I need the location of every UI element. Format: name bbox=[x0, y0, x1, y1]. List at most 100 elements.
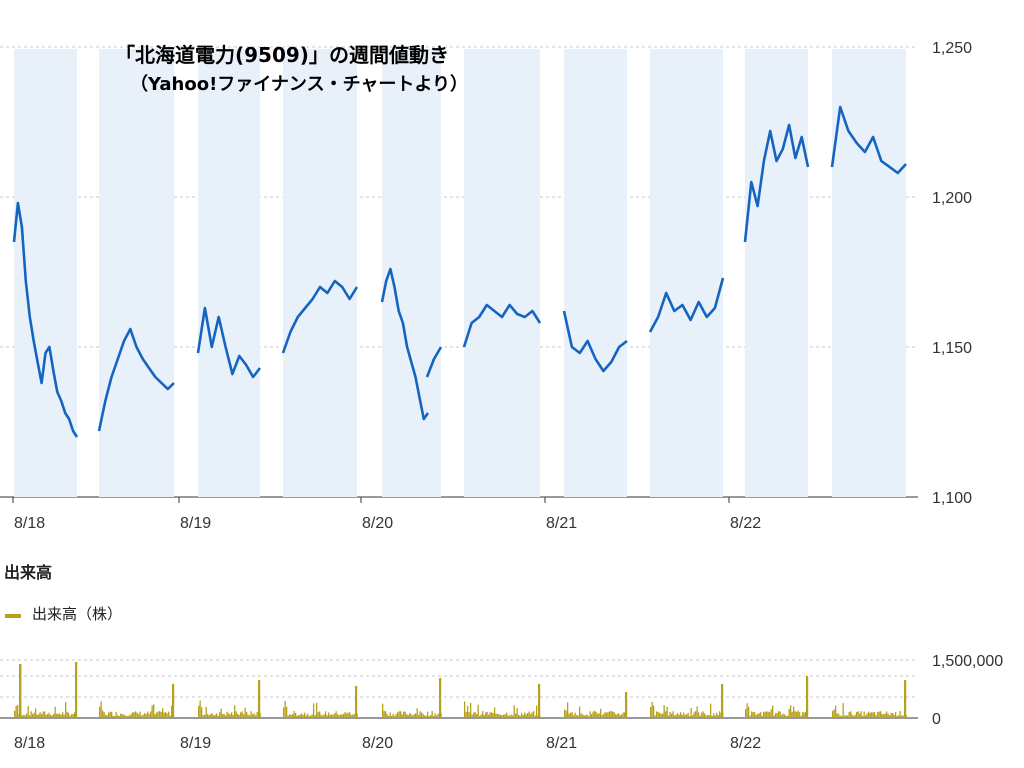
volume-bar bbox=[604, 712, 606, 718]
volume-bar bbox=[33, 712, 35, 718]
volume-bar bbox=[757, 713, 759, 718]
volume-bar bbox=[745, 708, 747, 718]
volume-x-tick-label: 8/22 bbox=[730, 735, 761, 752]
volume-bar bbox=[35, 708, 37, 718]
volume-bar bbox=[714, 715, 716, 718]
volume-bar bbox=[598, 713, 600, 718]
volume-bar bbox=[678, 714, 680, 718]
volume-bar bbox=[156, 712, 158, 718]
volume-bar bbox=[467, 705, 469, 718]
volume-bar bbox=[769, 712, 771, 718]
volume-bar bbox=[223, 714, 225, 718]
volume-bar bbox=[656, 711, 658, 718]
volume-bar bbox=[111, 711, 113, 718]
volume-bar bbox=[896, 715, 898, 718]
volume-bar bbox=[21, 715, 23, 718]
volume-bar bbox=[27, 705, 29, 718]
volume-bar bbox=[473, 712, 475, 718]
volume-bar bbox=[44, 711, 46, 718]
volume-bar bbox=[767, 711, 769, 718]
volume-bar bbox=[785, 715, 787, 718]
volume-bar bbox=[835, 705, 837, 718]
volume-bar bbox=[32, 713, 34, 718]
volume-bar bbox=[588, 716, 590, 718]
volume-bar bbox=[512, 715, 514, 718]
volume-bar bbox=[47, 714, 49, 718]
volume-bar bbox=[422, 714, 424, 718]
price-line-segment bbox=[281, 279, 359, 354]
volume-bar bbox=[519, 715, 521, 718]
volume-bar bbox=[522, 715, 524, 718]
volume-bar bbox=[866, 713, 868, 718]
volume-bar bbox=[102, 710, 104, 718]
volume-bar bbox=[860, 711, 862, 718]
volume-bar bbox=[707, 714, 709, 718]
volume-bar bbox=[603, 713, 605, 718]
volume-bar bbox=[657, 711, 659, 718]
volume-bar bbox=[775, 713, 777, 718]
volume-bar bbox=[62, 712, 64, 718]
volume-bar bbox=[665, 711, 667, 718]
volume-bar bbox=[219, 712, 221, 718]
volume-bar bbox=[100, 701, 102, 718]
volume-bar bbox=[23, 714, 25, 718]
volume-bar bbox=[418, 714, 420, 718]
volume-bar bbox=[74, 712, 76, 718]
volume-bar bbox=[609, 711, 611, 718]
volume-legend-swatch bbox=[5, 614, 21, 618]
volume-bar bbox=[696, 706, 698, 718]
volume-bar bbox=[468, 712, 470, 718]
volume-bar bbox=[151, 705, 153, 718]
volume-bar bbox=[289, 714, 291, 718]
volume-bar bbox=[654, 715, 656, 718]
volume-bar bbox=[779, 711, 781, 718]
volume-bar bbox=[29, 715, 31, 718]
volume-bar bbox=[705, 715, 707, 718]
volume-bar bbox=[205, 706, 207, 718]
volume-bar bbox=[38, 714, 40, 718]
volume-bar bbox=[231, 712, 233, 718]
volume-bar bbox=[36, 714, 38, 718]
x-tick-label: 8/19 bbox=[180, 515, 211, 532]
volume-bar bbox=[528, 711, 530, 718]
volume-bar bbox=[246, 712, 248, 718]
volume-bar bbox=[509, 715, 511, 718]
volume-bar bbox=[383, 710, 385, 718]
volume-bar bbox=[389, 712, 391, 718]
volume-bar bbox=[198, 705, 200, 718]
volume-bar bbox=[404, 711, 406, 718]
volume-bar bbox=[498, 714, 500, 718]
volume-bar bbox=[850, 711, 852, 718]
volume-bar bbox=[684, 714, 686, 718]
volume-bar bbox=[871, 712, 873, 718]
volume-bar bbox=[258, 680, 261, 718]
volume-bar bbox=[797, 710, 799, 718]
volume-bar bbox=[135, 711, 137, 718]
volume-bar bbox=[430, 715, 432, 718]
volume-bar bbox=[839, 715, 841, 718]
x-tick-label: 8/21 bbox=[546, 515, 577, 532]
volume-bar bbox=[717, 715, 719, 718]
volume-bar bbox=[788, 708, 790, 718]
volume-bar bbox=[65, 702, 67, 718]
volume-bar bbox=[302, 714, 304, 718]
volume-bar bbox=[427, 711, 429, 718]
price-line-segment bbox=[648, 277, 725, 333]
volume-bar bbox=[618, 713, 620, 718]
volume-bar bbox=[355, 686, 358, 718]
volume-bar bbox=[534, 715, 536, 718]
volume-bar bbox=[653, 705, 655, 718]
x-tick-label: 8/22 bbox=[730, 515, 761, 532]
volume-bar bbox=[787, 715, 789, 718]
volume-bar bbox=[701, 712, 703, 718]
volume-bar bbox=[141, 715, 143, 718]
volume-bar bbox=[114, 715, 116, 718]
volume-bar bbox=[778, 711, 780, 718]
volume-bar bbox=[349, 712, 351, 718]
volume-bar bbox=[121, 714, 123, 718]
volume-bar bbox=[421, 712, 423, 718]
volume-bar bbox=[213, 715, 215, 718]
volume-bar bbox=[538, 684, 541, 718]
volume-bar bbox=[287, 715, 289, 718]
volume-bar bbox=[573, 715, 575, 718]
